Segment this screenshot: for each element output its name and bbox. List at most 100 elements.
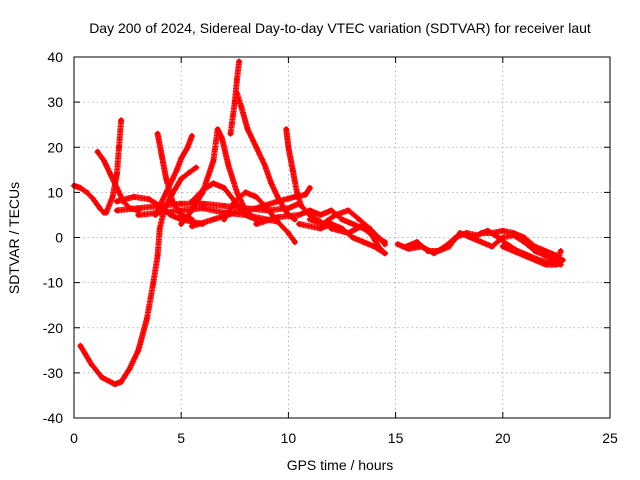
data-point	[358, 223, 364, 229]
data-point	[227, 131, 234, 137]
y-tick-label: -10	[43, 275, 63, 291]
data-point	[332, 212, 339, 218]
x-tick-label: 5	[177, 430, 185, 446]
data-point	[307, 185, 313, 191]
data-point	[114, 171, 120, 177]
data-point	[425, 248, 431, 254]
data-point	[174, 167, 180, 173]
data-point	[435, 248, 442, 254]
series-arc-4	[77, 164, 200, 388]
data-point	[285, 205, 291, 211]
data-point	[262, 162, 268, 168]
data-point	[275, 214, 281, 220]
series-arc-10	[233, 90, 298, 223]
data-point	[146, 196, 152, 202]
data-point	[221, 185, 227, 191]
data-point	[135, 212, 141, 218]
data-point	[178, 201, 184, 207]
data-point	[253, 194, 259, 200]
series-arc-3	[103, 117, 125, 216]
data-point	[521, 252, 527, 259]
x-tick-label: 0	[70, 430, 78, 446]
data-point	[292, 194, 298, 200]
x-axis-label: GPS time / hours	[287, 457, 394, 473]
data-point	[320, 221, 326, 227]
data-point	[478, 230, 484, 236]
data-point	[395, 241, 401, 247]
series-arc-1	[71, 182, 107, 216]
data-point	[118, 117, 124, 123]
data-point	[339, 216, 345, 223]
data-point	[178, 176, 184, 182]
data-point	[157, 225, 163, 232]
data-point	[543, 248, 549, 254]
data-point	[275, 198, 281, 204]
data-point	[245, 126, 251, 132]
data-points	[71, 58, 566, 388]
series-arc-20	[328, 223, 388, 257]
data-point	[114, 207, 120, 214]
data-point	[296, 221, 302, 227]
data-point	[88, 361, 94, 367]
data-point	[532, 257, 538, 263]
data-point	[350, 234, 356, 241]
x-tick-label: 10	[281, 430, 297, 446]
data-point	[375, 243, 382, 250]
y-tick-label: 10	[47, 184, 63, 200]
data-point	[157, 210, 163, 216]
data-point	[155, 252, 161, 259]
data-point	[474, 232, 480, 238]
data-point	[163, 189, 169, 195]
data-point	[90, 196, 96, 202]
data-point	[283, 126, 289, 132]
x-tick-label: 25	[602, 430, 618, 446]
data-point	[510, 230, 517, 236]
data-point	[510, 248, 517, 254]
data-point	[478, 239, 484, 245]
data-point	[150, 280, 156, 286]
data-point	[200, 201, 206, 207]
data-point	[219, 135, 225, 141]
data-point	[232, 198, 238, 204]
y-tick-label: 20	[47, 139, 63, 155]
data-point	[135, 347, 141, 353]
y-tick-label: -40	[43, 410, 63, 426]
y-tick-label: 40	[47, 49, 63, 65]
data-point	[135, 205, 141, 211]
data-point	[178, 221, 184, 227]
data-point	[446, 243, 452, 250]
series-arc-19	[306, 207, 388, 248]
data-point	[264, 207, 270, 214]
data-point	[238, 104, 244, 110]
data-point	[84, 189, 90, 195]
data-point	[234, 76, 240, 83]
x-tick-label: 20	[495, 430, 511, 446]
data-point	[360, 239, 367, 245]
axis-ticks	[73, 56, 611, 419]
data-point	[200, 205, 206, 211]
data-point	[178, 155, 184, 162]
data-point	[232, 99, 238, 105]
data-point	[356, 216, 362, 223]
data-point	[268, 180, 274, 186]
data-point	[101, 158, 107, 164]
data-point	[500, 243, 506, 250]
data-point	[560, 257, 566, 263]
data-point	[285, 230, 291, 236]
data-point	[382, 241, 388, 247]
data-point	[236, 58, 242, 65]
data-point	[253, 221, 259, 227]
data-point	[292, 239, 298, 245]
data-point	[234, 90, 240, 96]
data-point	[307, 207, 313, 214]
data-point	[127, 365, 133, 371]
data-point	[296, 212, 302, 218]
data-point	[185, 144, 191, 150]
data-point	[253, 205, 259, 211]
data-point	[307, 216, 313, 223]
data-point	[232, 210, 238, 216]
data-point	[210, 216, 216, 223]
data-point	[77, 343, 84, 349]
data-point	[221, 203, 227, 209]
